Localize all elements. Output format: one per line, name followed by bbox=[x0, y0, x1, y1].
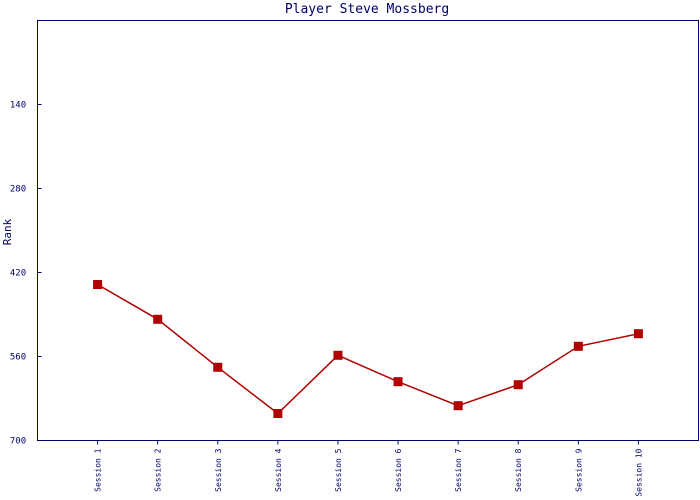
x-tick-label: Session 7 bbox=[454, 448, 463, 492]
chart-title: Player Steve Mossberg bbox=[285, 2, 449, 17]
point-marker bbox=[453, 401, 463, 411]
point-marker bbox=[93, 280, 103, 289]
x-tick-label: Session 3 bbox=[214, 448, 223, 492]
point-marker bbox=[393, 377, 403, 387]
series-line bbox=[97, 283, 639, 415]
point-marker bbox=[573, 341, 583, 351]
x-tick-label: Session 1 bbox=[94, 448, 103, 492]
x-tick-label: Session 6 bbox=[394, 448, 403, 492]
x-tick-label: Session 5 bbox=[334, 448, 343, 492]
x-tick-label: Session 10 bbox=[634, 448, 643, 496]
point-marker bbox=[153, 314, 163, 324]
point-marker bbox=[213, 362, 223, 372]
y-tick-label: 140 bbox=[10, 101, 26, 111]
x-tick-label: Session 8 bbox=[514, 448, 523, 492]
x-tick-label: Session 4 bbox=[274, 448, 283, 492]
y-axis-label: Rank bbox=[1, 218, 14, 245]
x-tick-label: Session 9 bbox=[574, 448, 583, 492]
point-marker bbox=[513, 380, 523, 390]
y-tick-label: 420 bbox=[10, 269, 26, 279]
x-tick-label: Session 2 bbox=[154, 448, 163, 492]
y-tick-label: 700 bbox=[10, 437, 26, 447]
y-tick-label: 280 bbox=[10, 185, 26, 195]
point-marker bbox=[333, 350, 343, 360]
y-tick-label: 560 bbox=[10, 353, 26, 363]
point-marker bbox=[273, 409, 283, 418]
plot-frame bbox=[37, 20, 699, 441]
point-marker bbox=[633, 329, 643, 339]
